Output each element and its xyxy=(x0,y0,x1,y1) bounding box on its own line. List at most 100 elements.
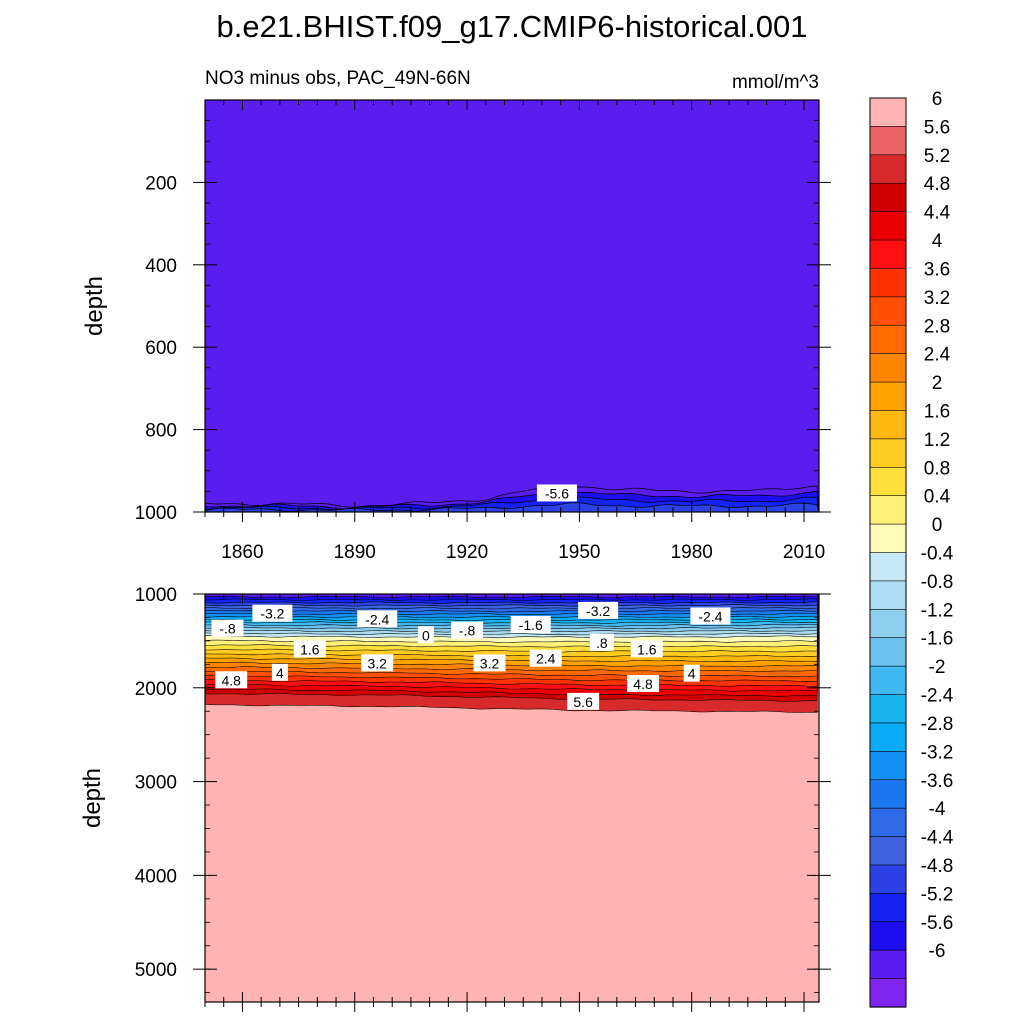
lower-contour-label-box xyxy=(510,615,551,633)
upper-contour-label-box xyxy=(536,484,577,502)
y-tick-label: 200 xyxy=(145,173,177,194)
x-tick-label: 1920 xyxy=(446,542,488,563)
lower-contour-label-box xyxy=(293,640,326,658)
colorbar-label: 3.2 xyxy=(924,288,950,309)
lower-contour-label-box xyxy=(683,664,700,682)
y-tick-label: 2000 xyxy=(135,679,177,700)
lower-contour-label: 4 xyxy=(276,665,284,681)
colorbar-swatch xyxy=(869,864,907,894)
lower-contour-label-box xyxy=(211,619,244,637)
upper-axes: 1860 1890 1920 1950 1980 2010 200 400 600 800 1000 xyxy=(135,99,831,563)
colorbar-swatch xyxy=(869,154,907,184)
lower-axes: 1000 2000 3000 4000 5000 xyxy=(135,585,831,1012)
upper-contour-field xyxy=(205,100,819,512)
colorbar-swatch xyxy=(869,751,907,781)
lower-contour-label: 2.4 xyxy=(536,651,556,667)
x-tick-label: 1890 xyxy=(334,542,376,563)
colorbar-swatch xyxy=(869,722,907,752)
lower-contour-label: -1.6 xyxy=(519,617,543,633)
colorbar-swatch xyxy=(869,353,907,383)
lower-contour-band xyxy=(205,594,819,598)
colorbar-label: -0.8 xyxy=(921,572,954,593)
colorbar-label: -6 xyxy=(929,941,946,962)
y-tick-label: 1000 xyxy=(135,503,177,524)
lower-contour-label: 1.6 xyxy=(300,641,320,657)
colorbar-swatch xyxy=(869,523,907,554)
colorbar-swatch xyxy=(869,410,907,440)
lower-contour-label: 4.8 xyxy=(221,672,241,688)
lower-contour-label: -3.2 xyxy=(586,603,610,619)
colorbar-swatch xyxy=(869,126,907,156)
lower-contour-label: 4.8 xyxy=(633,676,653,692)
colorbar-swatch xyxy=(869,296,907,326)
colorbar-label: 0.4 xyxy=(924,487,951,508)
colorbar-swatch xyxy=(869,438,907,468)
plot-frame xyxy=(204,593,820,1003)
colorbar-swatch xyxy=(869,921,907,951)
colorbar-label: 2.8 xyxy=(924,316,950,337)
lower-contour-label: 4 xyxy=(688,666,696,682)
colorbar-swatch xyxy=(869,239,907,270)
colorbar-label: -1.2 xyxy=(921,600,954,621)
colorbar-swatch xyxy=(869,637,907,667)
figure-title: b.e21.BHIST.f09_g17.CMIP6-historical.001 xyxy=(216,9,807,44)
colorbar-swatch xyxy=(869,807,907,838)
colorbar-label: -5.2 xyxy=(921,884,954,905)
lower-contour-label-box xyxy=(417,626,434,644)
x-tick-label: 1980 xyxy=(671,542,713,563)
x-tick-label: 2010 xyxy=(783,542,825,563)
lower-contour-label-box xyxy=(215,671,248,689)
colorbar-label: 4.4 xyxy=(924,203,951,224)
upper-subtitle-right: mmol/m^3 xyxy=(732,72,819,93)
colorbar-swatch xyxy=(869,495,907,525)
lower-contour-label: -2.4 xyxy=(365,611,389,627)
colorbar-label: -3.2 xyxy=(921,742,954,763)
lower-contour-label-box xyxy=(690,607,731,625)
colorbar-label: -1.6 xyxy=(921,629,954,650)
colorbar-label: -2.4 xyxy=(921,686,954,707)
y-tick-label: 1000 xyxy=(135,585,177,606)
colorbar-swatch xyxy=(869,466,907,497)
colorbar-swatch xyxy=(869,978,907,1008)
y-tick-label: 5000 xyxy=(135,960,177,981)
lower-contour-label-box xyxy=(567,692,600,710)
upper-panel: NO3 minus obs, PAC_49N-66N mmol/m^3 dept… xyxy=(81,68,831,563)
colorbar-label: 4.8 xyxy=(924,174,950,195)
colorbar-label: -4.8 xyxy=(921,856,954,877)
lower-contour-label-box xyxy=(630,640,663,658)
colorbar-label: 5.6 xyxy=(924,117,950,138)
lower-contour-labels: -.8 -3.2 -2.4 0 -.8 -1.6 -3.2 -2.4 1.6 3.2 3.2 2.4.… xyxy=(211,601,731,710)
lower-contour-label-box xyxy=(361,654,394,672)
lower-contour-label-box xyxy=(271,663,288,681)
upper-fill xyxy=(205,100,819,512)
colorbar-swatch xyxy=(869,949,907,980)
colorbar-label: -2.8 xyxy=(921,714,954,735)
colorbar-label: -5.6 xyxy=(921,913,954,934)
colorbar-label: 1.6 xyxy=(924,401,950,422)
colorbar-swatch xyxy=(869,324,907,355)
colorbar-swatch xyxy=(869,665,907,696)
colorbar-label: 5.2 xyxy=(924,146,950,167)
upper-contour-labels: -5.6 xyxy=(536,484,577,502)
colorbar-label: 0.8 xyxy=(924,458,950,479)
colorbar-swatch xyxy=(869,211,907,241)
colorbar-swatch xyxy=(869,97,907,128)
upper-contour-label: -5.6 xyxy=(545,485,569,501)
lower-contour-label: -.8 xyxy=(219,621,236,637)
colorbar-label: -4.4 xyxy=(921,828,954,849)
lower-contour-label: 1.6 xyxy=(637,641,657,657)
upper-y-axis-label: depth xyxy=(81,276,108,336)
colorbar-swatch xyxy=(869,182,907,213)
colorbar-label: 2 xyxy=(932,373,943,394)
lower-contour-label: 3.2 xyxy=(367,655,387,671)
lower-contour-label: 0 xyxy=(422,627,430,643)
colorbar-label: 4 xyxy=(932,231,943,252)
lower-contour-label: -2.4 xyxy=(698,609,722,625)
colorbar-label: 0 xyxy=(932,515,943,536)
y-tick-label: 600 xyxy=(145,338,177,359)
lower-y-axis-label: depth xyxy=(79,768,106,828)
lower-contour-label-box xyxy=(357,610,398,628)
colorbar-swatch xyxy=(869,609,907,639)
x-tick-label: 1860 xyxy=(221,542,263,563)
